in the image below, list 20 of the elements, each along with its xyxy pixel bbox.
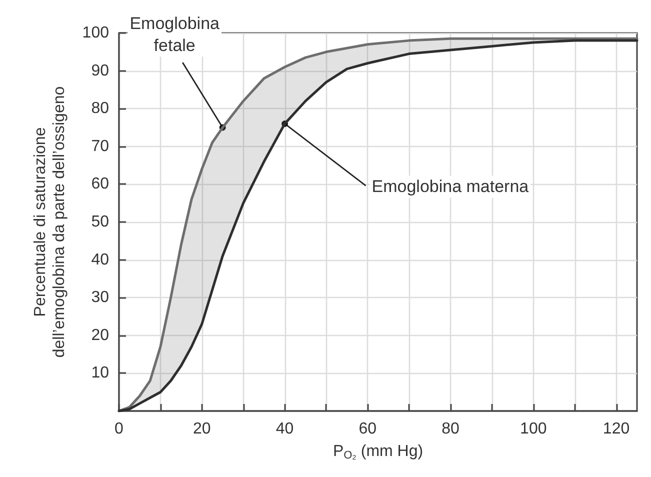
x-tick-label: 0 [114, 420, 124, 438]
x-tick-label: 40 [276, 420, 294, 438]
y-axis-title: Percentuale di saturazione dell’emoglobina da parte dell’ossigeno [32, 86, 68, 358]
annotation: Emoglobina fetale [130, 14, 220, 55]
y-tick-label: 40 [91, 251, 110, 268]
x-tick-label: 80 [442, 420, 460, 438]
x-tick-label: 100 [520, 420, 547, 438]
x-tick-label: 60 [358, 420, 377, 438]
y-tick-label: 80 [91, 100, 110, 118]
y-tick-label: 50 [91, 214, 110, 230]
y-tick-label: 70 [91, 138, 110, 155]
y-tick-label: 100 [82, 24, 110, 42]
y-tick-label: 30 [91, 289, 110, 306]
y-tick-label: 10 [91, 364, 110, 382]
y-tick-label: 60 [91, 176, 110, 193]
y-tick-label: 90 [91, 62, 110, 80]
x-tick-label: 120 [602, 420, 630, 438]
y-tick-label: 20 [91, 326, 110, 344]
annotation: Emoglobina materna [372, 177, 530, 196]
x-tick-label: 20 [192, 420, 211, 438]
